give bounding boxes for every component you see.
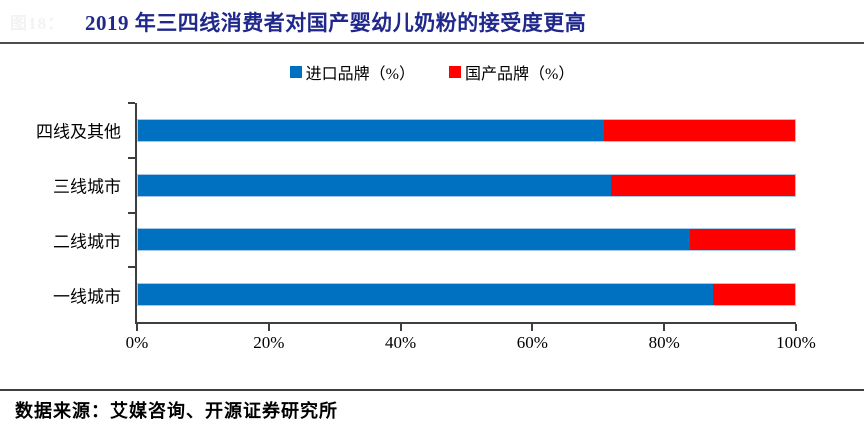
y-axis-tick: [128, 156, 135, 159]
legend-label: 国产品牌（%）: [465, 66, 575, 83]
plot-area: 0% 20% 40% 60% 80% 100%: [126, 102, 816, 352]
stacked-bar: [137, 173, 796, 197]
legend-swatch: [449, 66, 461, 78]
bar-row: [137, 103, 796, 158]
bar-row: [137, 213, 796, 268]
legend-item-domestic: 国产品牌（%）: [449, 60, 574, 84]
bar-segment-domestic: [689, 229, 795, 251]
x-axis-tick: [267, 324, 270, 331]
x-axis-tick: [399, 324, 402, 331]
x-axis-tick: [136, 324, 138, 331]
x-axis-tick: [795, 324, 797, 331]
x-axis-tick: [531, 324, 534, 331]
stacked-bar: [137, 118, 796, 142]
legend-label: 进口品牌（%）: [305, 66, 415, 83]
footer-divider: [0, 389, 864, 391]
title-divider: [0, 42, 864, 44]
x-axis-tick-label: 20%: [253, 333, 285, 352]
y-axis-tick: [128, 211, 135, 214]
legend: 进口品牌（%） 国产品牌（%）: [0, 60, 864, 84]
category-label: 三线城市: [53, 177, 121, 197]
bar-segment-imported: [138, 284, 713, 306]
figure-number-label: 图18：: [10, 14, 65, 33]
data-source-text: 数据来源：艾媒咨询、开源证券研究所: [15, 401, 338, 421]
stacked-bar: [137, 283, 796, 307]
bar-row: [137, 158, 796, 213]
stacked-bar: [137, 228, 796, 252]
chart-title: 2019 年三四线消费者对国产婴幼儿奶粉的接受度更高: [85, 11, 587, 35]
bar-segment-domestic: [611, 174, 795, 196]
bar-segment-domestic: [604, 119, 795, 141]
bar-row: [137, 267, 796, 322]
x-axis-tick-label: 60%: [516, 333, 548, 352]
y-axis-tick: [128, 266, 135, 269]
bar-segment-imported: [138, 229, 690, 251]
category-label: 四线及其他: [36, 122, 121, 142]
bar-segment-domestic: [712, 284, 795, 306]
legend-item-imported: 进口品牌（%）: [289, 60, 415, 84]
category-label: 一线城市: [53, 287, 121, 307]
x-axis-tick: [663, 324, 666, 331]
x-axis-tick-label: 80%: [648, 333, 680, 352]
x-axis-tick-label: 40%: [385, 333, 417, 352]
x-axis-tick-label: 100%: [776, 333, 816, 352]
legend-swatch: [289, 66, 302, 78]
y-axis-tick: [128, 102, 135, 104]
bar-segment-imported: [138, 119, 605, 141]
bar-segment-imported: [138, 174, 612, 196]
category-label: 二线城市: [53, 232, 121, 252]
y-axis-labels: 四线及其他三线城市二线城市一线城市: [0, 103, 128, 322]
x-axis-tick-label: 0%: [125, 333, 149, 352]
